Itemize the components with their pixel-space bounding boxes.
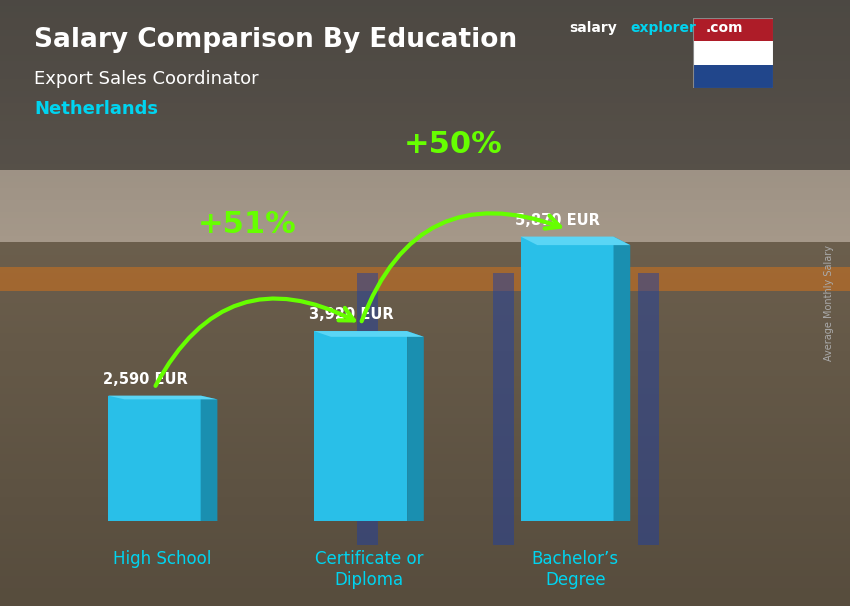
Text: Bachelor’s
Degree: Bachelor’s Degree bbox=[532, 550, 619, 589]
Text: 2,590 EUR: 2,590 EUR bbox=[103, 372, 187, 387]
Polygon shape bbox=[520, 236, 630, 245]
Polygon shape bbox=[520, 236, 614, 521]
Text: +50%: +50% bbox=[404, 130, 503, 159]
Polygon shape bbox=[314, 331, 407, 521]
Bar bbox=[693, 65, 774, 88]
Polygon shape bbox=[108, 396, 218, 399]
Text: Salary Comparison By Education: Salary Comparison By Education bbox=[34, 27, 517, 53]
Polygon shape bbox=[614, 236, 630, 521]
Text: 5,870 EUR: 5,870 EUR bbox=[515, 213, 600, 228]
Text: salary: salary bbox=[570, 21, 617, 35]
Text: Netherlands: Netherlands bbox=[34, 100, 158, 118]
Bar bbox=[693, 41, 774, 65]
Polygon shape bbox=[314, 331, 424, 337]
Text: Certificate or
Diploma: Certificate or Diploma bbox=[314, 550, 423, 589]
Polygon shape bbox=[201, 396, 218, 521]
Text: Export Sales Coordinator: Export Sales Coordinator bbox=[34, 70, 258, 88]
Text: High School: High School bbox=[113, 550, 212, 568]
Text: explorer: explorer bbox=[631, 21, 697, 35]
Polygon shape bbox=[108, 396, 201, 521]
Text: .com: .com bbox=[706, 21, 743, 35]
Bar bbox=[0, 267, 850, 291]
Bar bbox=[638, 273, 659, 545]
Bar bbox=[493, 273, 514, 545]
Text: +51%: +51% bbox=[198, 210, 297, 239]
Bar bbox=[693, 18, 774, 41]
Bar bbox=[0, 0, 850, 170]
Text: 3,920 EUR: 3,920 EUR bbox=[309, 307, 394, 322]
Polygon shape bbox=[407, 331, 424, 521]
Bar bbox=[357, 273, 378, 545]
Text: Average Monthly Salary: Average Monthly Salary bbox=[824, 245, 834, 361]
